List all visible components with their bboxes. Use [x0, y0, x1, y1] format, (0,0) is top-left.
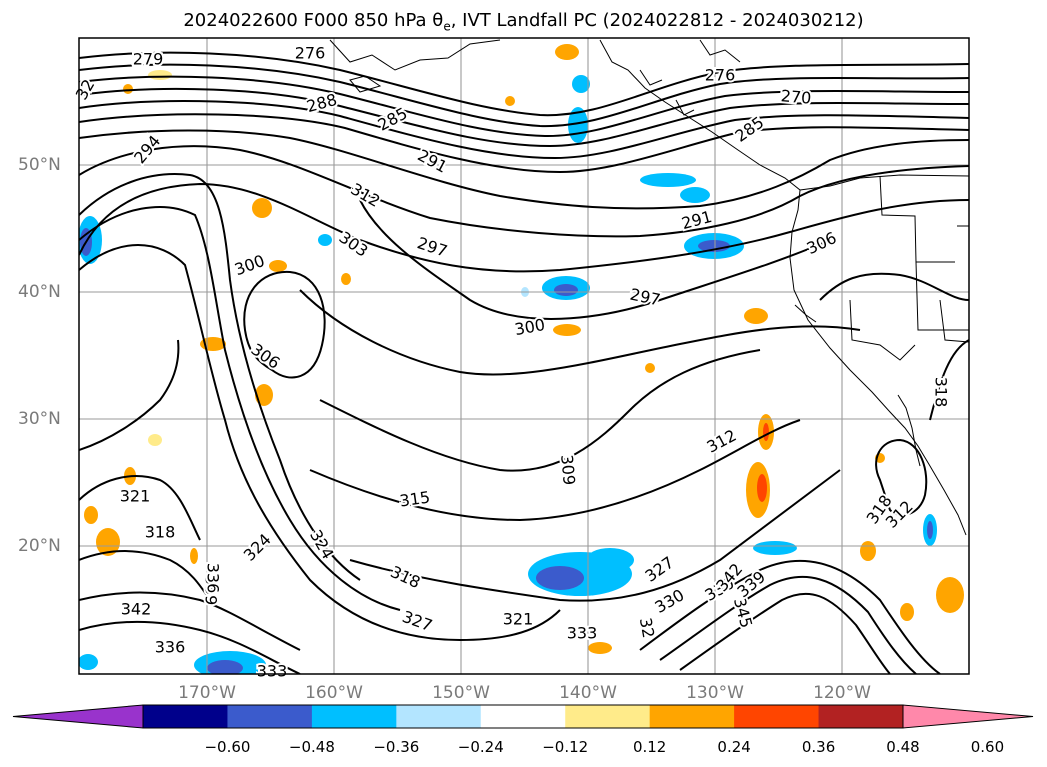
contour-label: 321	[120, 487, 151, 506]
lon-label-170w: 170°W	[178, 683, 236, 703]
contour-labels: 279 2762882852943122912973033003062762702…	[70, 42, 953, 683]
lat-label-30n: 30°N	[18, 409, 61, 429]
contour-label: 297	[628, 285, 662, 310]
lat-label-50n: 50°N	[18, 155, 61, 175]
colorbar-tick-label: 0.24	[717, 738, 751, 756]
contour-label: 297	[415, 233, 450, 261]
lat-label-20n: 20°N	[18, 536, 61, 556]
colorbar-frame	[142, 704, 904, 729]
contour-label: 333	[567, 624, 598, 643]
lon-label-140w: 140°W	[559, 683, 617, 703]
colorbar-tick-label: −0.24	[457, 738, 504, 756]
lon-label-120w: 120°W	[813, 683, 871, 703]
colorbar-extend-min	[12, 704, 144, 729]
contour-label: 294	[130, 132, 164, 168]
contour-label: 309	[557, 454, 579, 486]
contour-label: 291	[415, 146, 451, 177]
colorbar-segment	[734, 705, 820, 728]
colorbar-tick-label: 0.60	[970, 738, 1005, 756]
contour-label: 32	[636, 616, 658, 639]
contour-label: 321	[503, 610, 534, 629]
colorbar-segment	[311, 705, 397, 728]
contour-label: 330	[652, 585, 688, 617]
lon-label-130w: 130°W	[686, 683, 744, 703]
contour-label: 291	[680, 207, 714, 233]
colorbar-segment	[480, 705, 566, 728]
colorbar-segment	[565, 705, 651, 728]
lon-label-150w: 150°W	[432, 683, 490, 703]
map-frame	[78, 37, 970, 675]
contour-label: 336	[155, 638, 186, 657]
contour-label: 276	[705, 66, 736, 85]
theta-e-contours	[79, 51, 969, 674]
contour-label: 300	[232, 251, 267, 279]
contour-label: 324	[240, 530, 275, 565]
contour-label: 279	[133, 50, 164, 69]
colorbar-tick-label: −0.60	[204, 738, 251, 756]
colorbar-tick-label: 0.48	[886, 738, 920, 756]
colorbar-tick-label: −0.48	[288, 738, 335, 756]
contour-label: 318	[932, 377, 951, 408]
contour-label: 276	[295, 44, 326, 63]
contour-label: 306	[248, 340, 284, 373]
contour-label: 270	[780, 86, 812, 108]
map-title: 2024022600 F000 850 hPa θe, IVT Landfall…	[183, 10, 864, 34]
colorbar-tick-label: −0.12	[542, 738, 589, 756]
contour-label: 327	[400, 607, 435, 635]
contour-label: 345	[730, 596, 756, 630]
colorbar-segment	[396, 705, 482, 728]
contour-label: 339	[202, 575, 221, 606]
lat-label-40n: 40°N	[18, 282, 61, 302]
contour-label: 306	[804, 228, 840, 258]
colorbar-segment	[143, 705, 228, 728]
contour-label: 318	[388, 562, 424, 592]
contour-label: 333	[257, 662, 288, 681]
contour-label: 318	[145, 523, 176, 542]
contour-label: 327	[641, 553, 677, 586]
colorbar-segment	[649, 705, 735, 728]
contour-label: 315	[398, 487, 431, 510]
contour-label: 300	[513, 315, 546, 339]
lon-label-160w: 160°W	[305, 683, 363, 703]
colorbar-extend-max	[902, 704, 1034, 729]
colorbar-tick-label: 0.12	[632, 738, 667, 756]
colorbar-segment	[818, 705, 904, 728]
contour-label: 312	[348, 179, 384, 211]
colorbar	[12, 704, 1034, 729]
colorbar-tick-label: −0.36	[373, 738, 420, 756]
contour-label: 336	[204, 563, 223, 594]
colorbar-tick-label: 0.36	[801, 738, 836, 756]
colorbar-segment	[227, 705, 313, 728]
contour-label: 342	[121, 600, 152, 619]
